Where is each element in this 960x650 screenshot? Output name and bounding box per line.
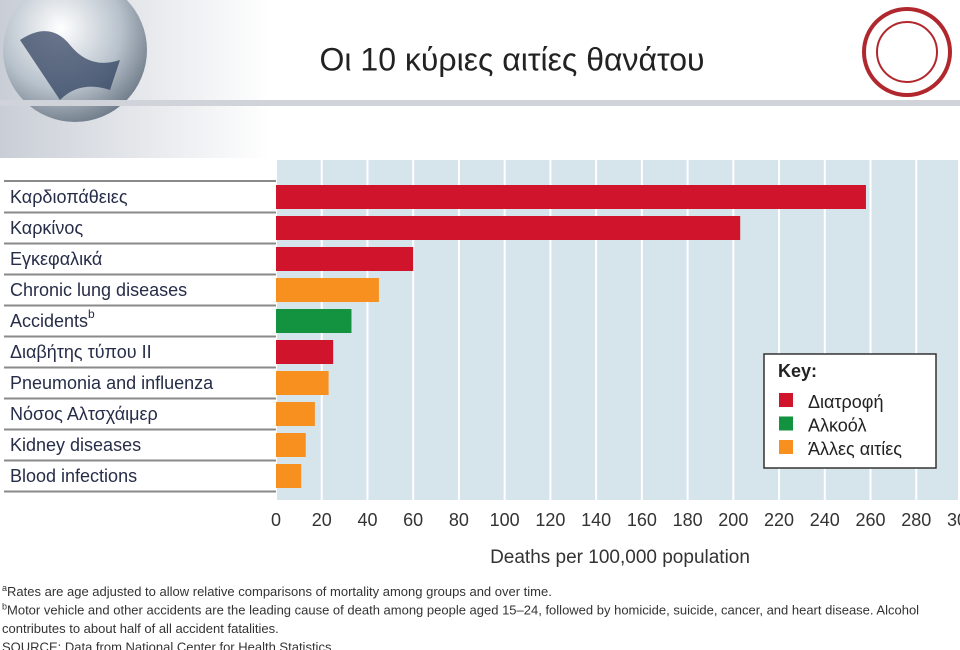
bar (276, 433, 306, 457)
university-logo-inner (876, 21, 938, 83)
category-label: Διαβήτης τύπου ΙΙ (10, 342, 152, 362)
bar (276, 309, 352, 333)
x-tick-label: 240 (810, 510, 840, 530)
x-tick-label: 280 (901, 510, 931, 530)
footnote-text: Motor vehicle and other accidents are th… (7, 603, 919, 618)
legend-swatch (779, 393, 793, 407)
legend-swatch (779, 440, 793, 454)
x-tick-label: 260 (856, 510, 886, 530)
category-label: Blood infections (10, 466, 137, 486)
category-name: Νόσος Αλτσχάιμερ (10, 404, 158, 424)
category-name: Kidney diseases (10, 435, 141, 455)
footnote-marker: b (2, 602, 7, 612)
category-superscript: b (88, 307, 95, 321)
category-name: Blood infections (10, 466, 137, 486)
category-name: Chronic lung diseases (10, 280, 187, 300)
bar (276, 278, 379, 302)
x-tick-label: 100 (490, 510, 520, 530)
footnote: bMotor vehicle and other accidents are t… (2, 602, 919, 618)
footnote: aRates are age adjusted to allow relativ… (2, 583, 552, 599)
category-name: Pneumonia and influenza (10, 373, 214, 393)
footnote: SOURCE: Data from National Center for He… (2, 640, 332, 650)
x-tick-label: 200 (718, 510, 748, 530)
bar (276, 185, 866, 209)
globe-land (20, 31, 120, 100)
category-label: Καρκίνος (10, 218, 83, 238)
x-tick-label: 160 (627, 510, 657, 530)
footnote-text: Rates are age adjusted to allow relative… (7, 584, 552, 599)
footnote-text: contributes to about half of all acciden… (2, 621, 279, 636)
legend-label: Άλλες αιτίες (808, 439, 902, 459)
footnote: contributes to about half of all acciden… (2, 621, 279, 636)
category-label: Chronic lung diseases (10, 280, 187, 300)
x-tick-label: 300 (947, 510, 960, 530)
x-tick-label: 180 (673, 510, 703, 530)
x-tick-label: 40 (357, 510, 377, 530)
category-name: Καρκίνος (10, 218, 83, 238)
x-tick-label: 20 (312, 510, 332, 530)
footnote-marker: a (2, 583, 7, 593)
category-label: Καρδιοπάθειες (10, 187, 128, 207)
category-label: Εγκεφαλικά (10, 249, 102, 269)
legend-label: Αλκοόλ (808, 415, 866, 435)
legend-label: Διατροφή (808, 392, 883, 412)
bar (276, 340, 334, 364)
x-tick-label: 220 (764, 510, 794, 530)
category-name: Καρδιοπάθειες (10, 187, 128, 207)
bar (276, 464, 302, 488)
chart-title: Οι 10 κύριες αιτίες θανάτου (320, 41, 705, 77)
bar (276, 247, 414, 271)
x-tick-label: 60 (403, 510, 423, 530)
category-label: Accidentsb (10, 307, 95, 331)
category-label: Kidney diseases (10, 435, 141, 455)
x-tick-label: 0 (271, 510, 281, 530)
x-tick-label: 80 (449, 510, 469, 530)
bar (276, 402, 315, 426)
category-name: Accidents (10, 311, 88, 331)
legend-title: Key: (778, 361, 817, 381)
bar (276, 216, 741, 240)
category-label: Pneumonia and influenza (10, 373, 214, 393)
header-rule (0, 100, 960, 106)
category-label: Νόσος Αλτσχάιμερ (10, 404, 158, 424)
legend-swatch (779, 416, 793, 431)
category-name: Διαβήτης τύπου ΙΙ (10, 342, 152, 362)
x-tick-label: 120 (535, 510, 565, 530)
x-tick-label: 140 (581, 510, 611, 530)
category-name: Εγκεφαλικά (10, 249, 102, 269)
x-axis-label: Deaths per 100,000 population (490, 547, 750, 568)
footnote-text: SOURCE: Data from National Center for He… (2, 640, 332, 650)
bar (276, 371, 329, 395)
